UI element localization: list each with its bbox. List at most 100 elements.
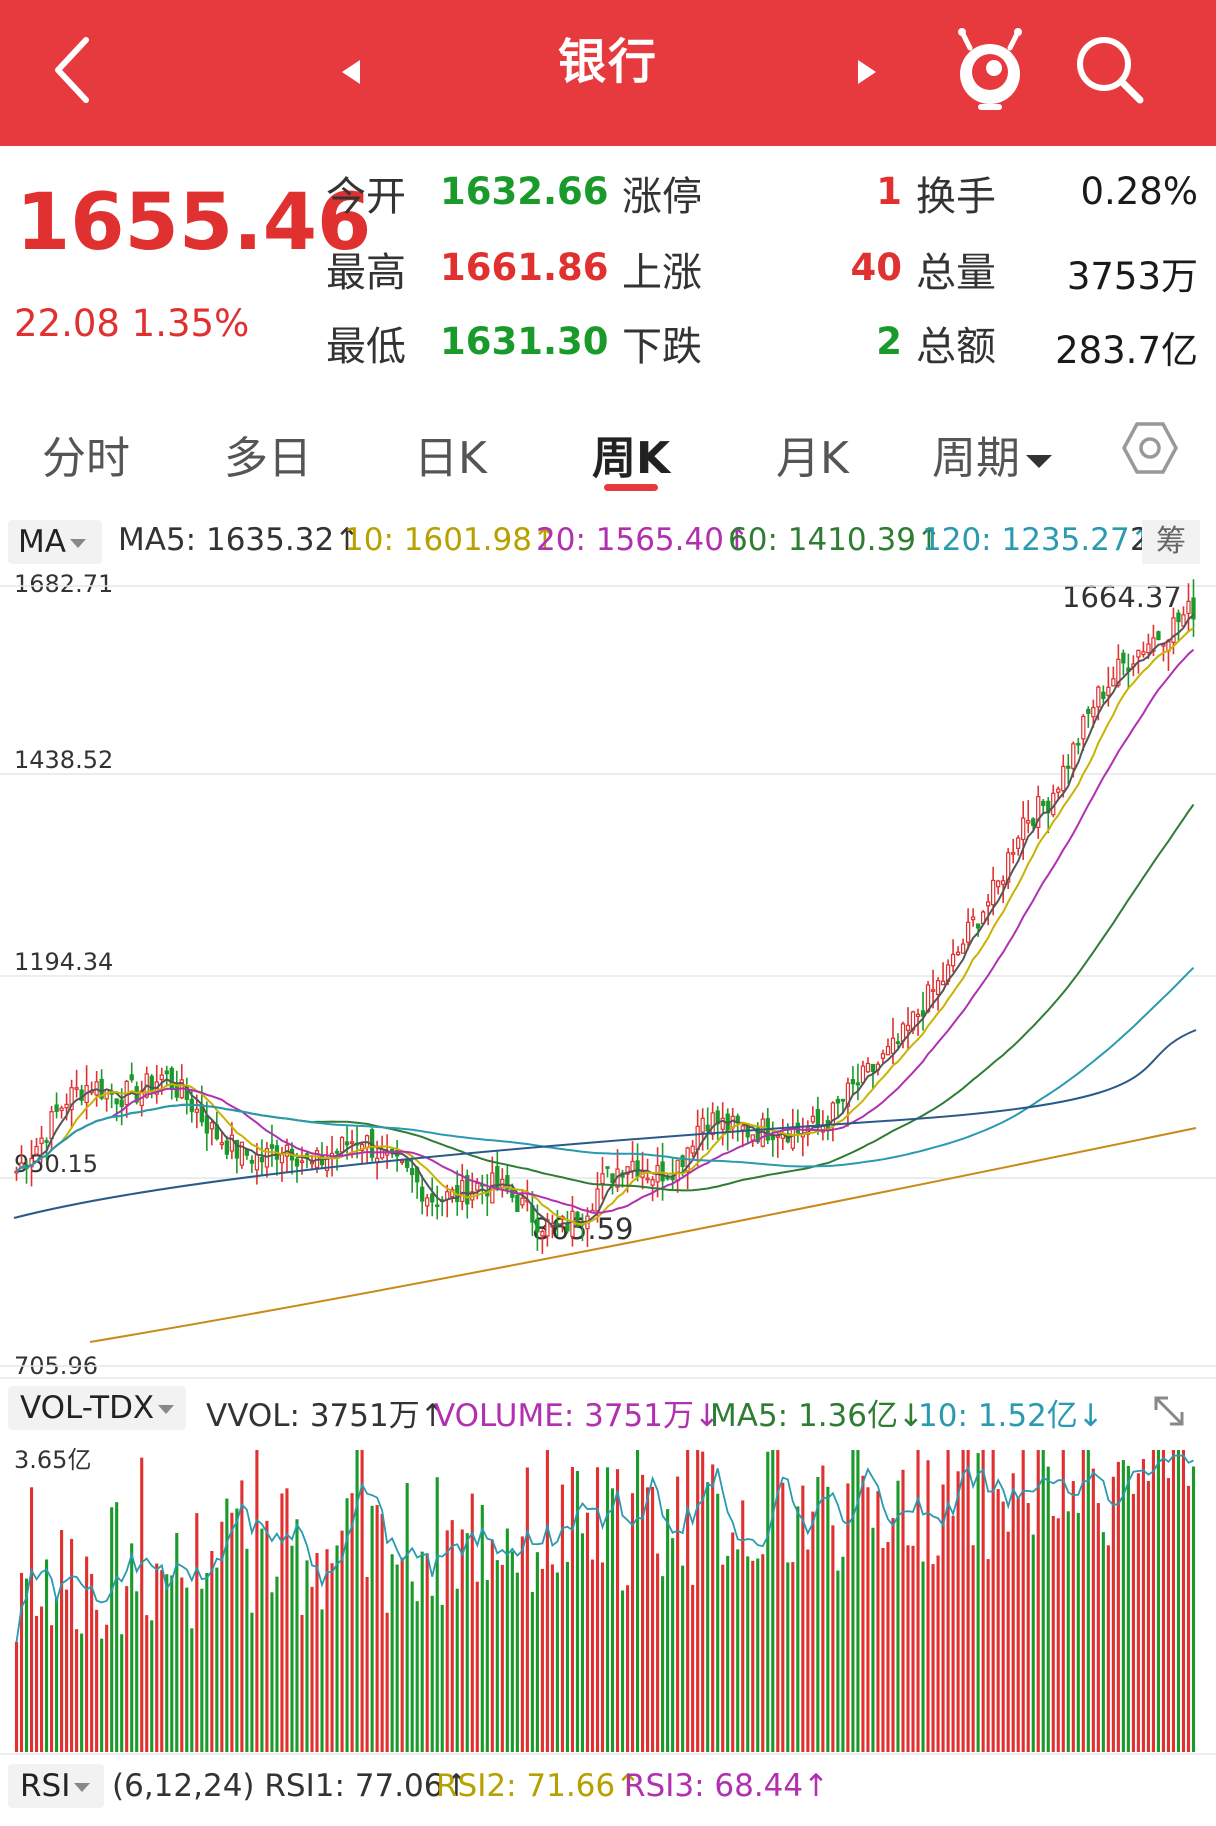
settings-hexagon-icon[interactable] xyxy=(1122,420,1178,476)
candle-body xyxy=(1086,708,1091,715)
volume-bar xyxy=(55,1597,59,1752)
volume-ma-line xyxy=(15,1454,1194,1643)
volume-bar xyxy=(981,1450,985,1752)
candle-body xyxy=(750,1134,755,1141)
candle-body xyxy=(870,1063,876,1072)
candle-body xyxy=(850,1079,856,1085)
volume-bar xyxy=(545,1450,549,1752)
triangle-left-icon[interactable] xyxy=(330,52,370,92)
volume-bar xyxy=(525,1467,529,1752)
count-value-limit-up: 1 xyxy=(876,170,902,213)
candle-body xyxy=(985,901,991,907)
candle-body xyxy=(520,1197,525,1206)
triangle-right-icon[interactable] xyxy=(848,52,888,92)
volume-bar xyxy=(871,1527,875,1752)
volume-bar xyxy=(1026,1503,1030,1752)
rsi2-value: RSI2: 71.66↑ xyxy=(436,1768,642,1804)
caret-down-icon xyxy=(74,1783,91,1792)
volume-bar xyxy=(245,1548,249,1752)
candle-body xyxy=(955,951,961,956)
volume-bar xyxy=(866,1487,870,1752)
candle-body xyxy=(960,943,966,954)
candle-body xyxy=(1011,852,1016,855)
volume-indicator-select[interactable]: VOL-TDX xyxy=(8,1386,186,1430)
tab-period-label: 周期 xyxy=(932,433,1020,484)
index-price: 1655.46 xyxy=(16,178,372,268)
candle-body xyxy=(1191,597,1196,620)
ma-button-label: MA xyxy=(18,524,66,560)
candle-body xyxy=(99,1078,104,1099)
tab-daily-k[interactable]: 日K xyxy=(414,433,487,484)
candle-body xyxy=(234,1139,240,1159)
tab-weekly-k[interactable]: 周K xyxy=(592,433,671,484)
candle-body xyxy=(865,1062,871,1073)
candle-body xyxy=(465,1175,470,1205)
volume-bar xyxy=(225,1498,229,1752)
candle-body xyxy=(645,1177,650,1181)
candle-body xyxy=(700,1117,705,1133)
stat-value-high: 1661.86 xyxy=(440,246,609,289)
volume-bar xyxy=(1141,1459,1145,1752)
volume-bar xyxy=(856,1450,860,1752)
volume-bar xyxy=(671,1538,675,1752)
total-value-volume: 3753万 xyxy=(1066,255,1198,298)
volume-bar xyxy=(430,1595,434,1752)
total-value-amount: 283.7亿 xyxy=(1055,329,1198,372)
volume-bar xyxy=(676,1476,680,1752)
search-icon[interactable] xyxy=(1070,30,1150,110)
candle-body xyxy=(194,1108,199,1113)
candle-body xyxy=(1041,800,1046,807)
volume-bar xyxy=(726,1555,730,1752)
candle-body xyxy=(1056,788,1061,793)
volume-bar xyxy=(801,1485,805,1752)
candle-body xyxy=(1101,691,1106,699)
volume-bar xyxy=(175,1533,179,1752)
tab-intraday[interactable]: 分时 xyxy=(42,433,130,484)
ma60-value: 60: 1410.39↑ xyxy=(728,522,942,558)
volume-bar xyxy=(1121,1460,1125,1752)
volume-bar xyxy=(1136,1473,1140,1752)
candle-body xyxy=(475,1182,480,1191)
volume-bar xyxy=(465,1533,469,1752)
volume-bar xyxy=(651,1486,655,1752)
mascot-icon[interactable] xyxy=(950,26,1030,112)
volume-bar xyxy=(831,1525,835,1752)
volume-bar xyxy=(1176,1450,1181,1752)
count-value-down: 2 xyxy=(876,320,902,363)
candle-body xyxy=(705,1124,710,1132)
caret-down-icon xyxy=(1026,454,1052,468)
candle-body xyxy=(535,1218,540,1233)
volume-bar xyxy=(946,1450,950,1752)
candle-body xyxy=(425,1197,430,1207)
volume-bar xyxy=(420,1551,424,1752)
chip-distribution-button[interactable]: 筹 xyxy=(1142,520,1200,564)
volume-axis-label: 3.65亿 xyxy=(14,1446,92,1474)
page-title: 银行 xyxy=(557,34,658,90)
tab-period-dropdown[interactable]: 周期 xyxy=(932,422,1052,486)
volume-bar xyxy=(1151,1450,1155,1752)
volume-bar xyxy=(565,1561,569,1752)
candle-body xyxy=(1076,742,1081,746)
expand-icon[interactable] xyxy=(1144,1386,1194,1436)
volume-bar xyxy=(350,1493,354,1752)
tab-monthly-k[interactable]: 月K xyxy=(776,433,849,484)
candle-body xyxy=(239,1141,245,1166)
volume-bar xyxy=(936,1555,940,1752)
candle-body xyxy=(770,1135,775,1141)
tab-multi-day[interactable]: 多日 xyxy=(224,433,312,484)
volume-bar xyxy=(325,1549,329,1752)
chevron-left-icon[interactable] xyxy=(48,30,128,110)
candle-body xyxy=(570,1210,575,1237)
volume-bar xyxy=(956,1471,960,1752)
volume-bar xyxy=(686,1450,690,1752)
stat-label-high: 最高 xyxy=(326,250,406,296)
volume-bar xyxy=(1171,1450,1176,1752)
stat-value-low: 1631.30 xyxy=(440,320,609,363)
volume-bar xyxy=(455,1588,459,1752)
volume-bar xyxy=(896,1480,900,1752)
volume-bar xyxy=(666,1509,670,1752)
rsi-indicator-select[interactable]: RSI xyxy=(8,1764,104,1808)
ma-indicator-select[interactable]: MA xyxy=(8,520,102,564)
candle-body xyxy=(950,953,956,967)
